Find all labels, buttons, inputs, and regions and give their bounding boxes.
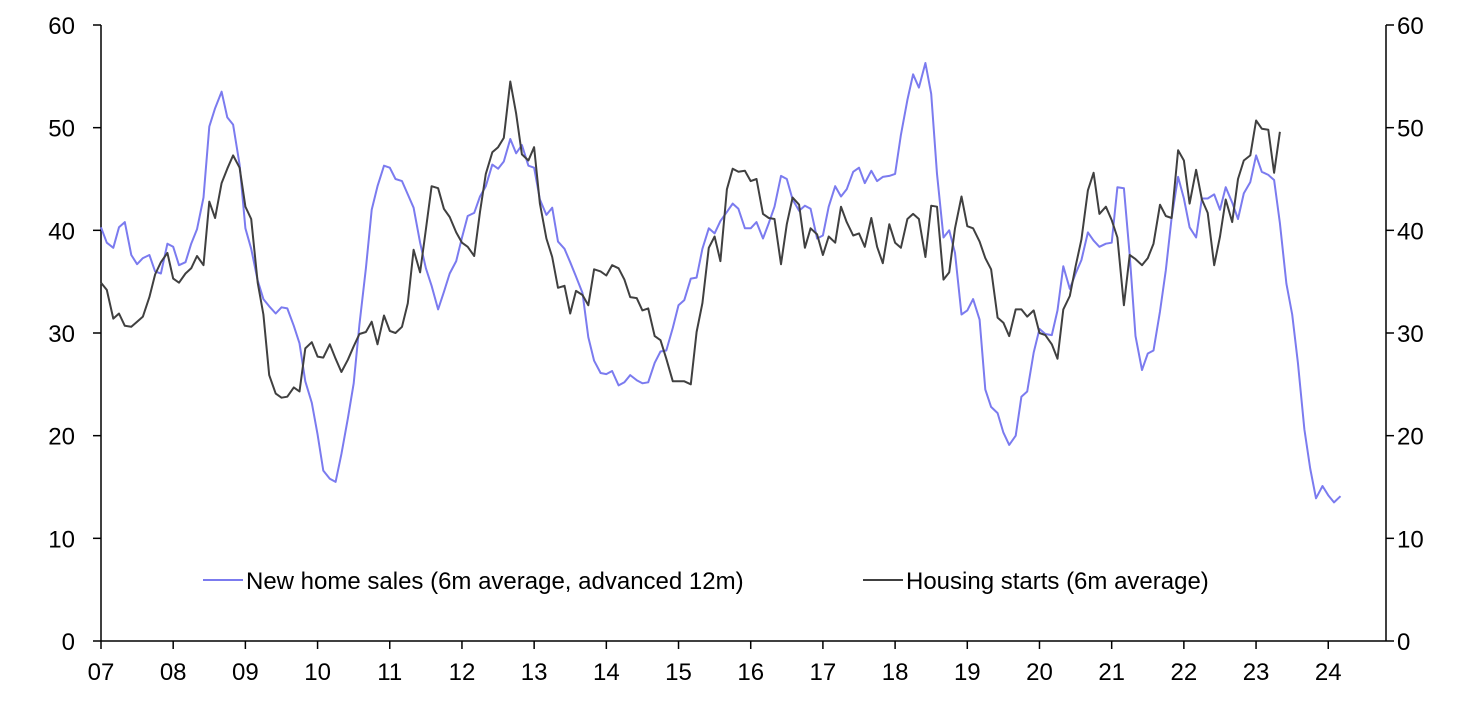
legend-label-housing-starts: Housing starts (6m average)	[906, 568, 1209, 595]
x-tick-label: 22	[1171, 659, 1198, 686]
y-tick-label-right: 60	[1397, 13, 1424, 40]
y-tick-label-left: 30	[48, 321, 75, 348]
series-line-housing-starts	[100, 80, 1281, 399]
x-tick-label: 10	[304, 659, 331, 686]
x-tick-label: 09	[232, 659, 259, 686]
series-line-new-home-sales	[100, 62, 1342, 504]
y-tick-label-left: 0	[62, 629, 75, 656]
x-tick-label: 14	[593, 659, 620, 686]
x-tick-label: 17	[810, 659, 837, 686]
x-tick-label: 12	[449, 659, 476, 686]
y-tick-label-left: 20	[48, 424, 75, 451]
x-tick-label: 21	[1098, 659, 1125, 686]
x-tick-label: 18	[882, 659, 909, 686]
y-tick-label-left: 10	[48, 526, 75, 553]
x-tick-label: 15	[665, 659, 692, 686]
chart-axes: 0 0 10 10 20 20 30 30 40 40 50 50 60 60 07 08 09 10 11 12 13…	[48, 13, 1423, 686]
y-tick-label-left: 40	[48, 218, 75, 245]
x-tick-label: 11	[377, 659, 402, 686]
chart-series-layer	[100, 62, 1342, 504]
x-tick-label: 07	[88, 659, 115, 686]
y-tick-label-left: 60	[48, 13, 75, 40]
x-tick-label: 08	[160, 659, 187, 686]
x-tick-label: 23	[1243, 659, 1270, 686]
x-tick-label: 19	[954, 659, 981, 686]
x-tick-label: 13	[521, 659, 548, 686]
legend-label-new-home-sales: New home sales (6m average, advanced 12m…	[246, 568, 744, 595]
x-tick-label: 24	[1315, 659, 1342, 686]
y-tick-label-right: 30	[1397, 321, 1424, 348]
y-tick-label-left: 50	[48, 116, 75, 143]
y-tick-label-right: 40	[1397, 218, 1424, 245]
y-tick-label-right: 50	[1397, 116, 1424, 143]
x-tick-label: 16	[737, 659, 764, 686]
y-tick-label-right: 10	[1397, 526, 1424, 553]
y-tick-label-right: 0	[1397, 629, 1410, 656]
y-tick-label-right: 20	[1397, 424, 1424, 451]
x-tick-label: 20	[1026, 659, 1053, 686]
chart-legend: New home sales (6m average, advanced 12m…	[203, 568, 1209, 595]
